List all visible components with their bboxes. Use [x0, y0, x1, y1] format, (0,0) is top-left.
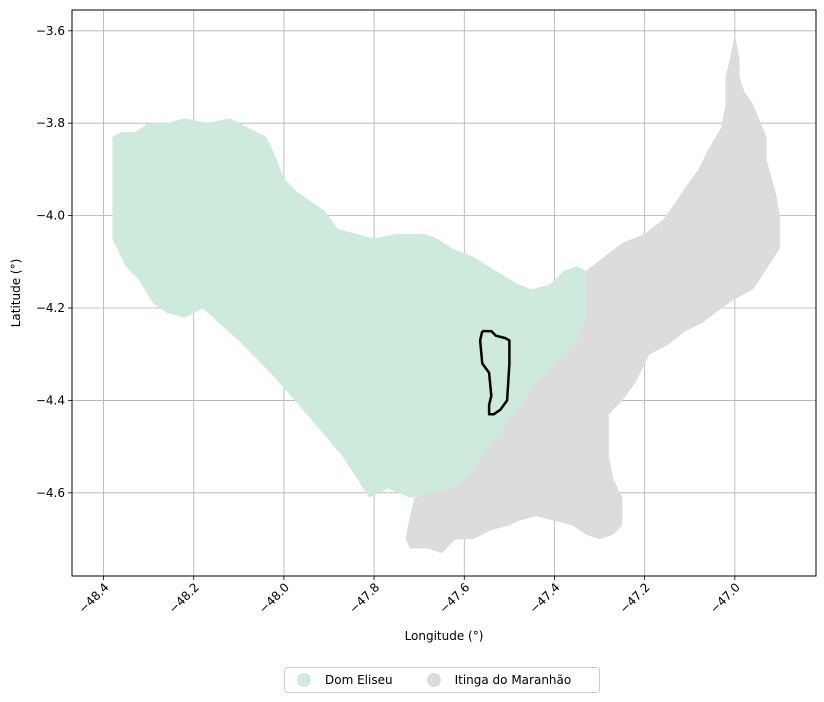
legend-label: Dom Eliseu [325, 673, 393, 687]
x-tick-label: −48.2 [166, 580, 202, 616]
y-tick-label: −3.6 [36, 24, 65, 38]
area-outline [478, 329, 511, 416]
legend: Dom Eliseu Itinga do Maranhão [284, 667, 600, 693]
y-tick-label: −4.2 [36, 301, 65, 315]
y-tick-label: −4.4 [36, 393, 65, 407]
legend-marker [426, 673, 441, 687]
x-tick-label: −47.0 [707, 580, 743, 616]
y-tick-label: −4.6 [36, 486, 65, 500]
y-axis-ticks: −3.6 −3.8 −4.0 −4.2 −4.4 −4.6 [36, 24, 72, 500]
map-regions [112, 35, 781, 554]
y-tick-label: −3.8 [36, 116, 65, 130]
legend-item-itinga-do-maranhao: Itinga do Maranhão [426, 673, 572, 687]
x-axis-ticks: −48.4 −48.2 −48.0 −47.8 −47.6 −47.4 −47.2 −47.0 [76, 576, 743, 616]
x-tick-label: −47.6 [437, 580, 473, 616]
legend-item-dom-eliseu: Dom Eliseu [297, 673, 393, 687]
study-area-outline [478, 329, 511, 416]
y-axis-title: Latitude (°) [9, 259, 23, 328]
y-tick-label: −4.0 [36, 209, 65, 223]
legend-marker [297, 673, 311, 687]
x-tick-label: −47.2 [617, 580, 653, 616]
x-axis-title: Longitude (°) [405, 629, 484, 643]
x-tick-label: −48.4 [76, 580, 112, 616]
region-itinga-do-maranh-o [405, 35, 781, 554]
plot-frame [71, 9, 817, 577]
legend-label: Itinga do Maranhão [454, 673, 572, 687]
x-tick-label: −47.8 [346, 580, 382, 616]
x-tick-label: −48.0 [256, 580, 292, 616]
x-tick-label: −47.4 [527, 580, 563, 616]
region-dom-eliseu [112, 118, 587, 498]
